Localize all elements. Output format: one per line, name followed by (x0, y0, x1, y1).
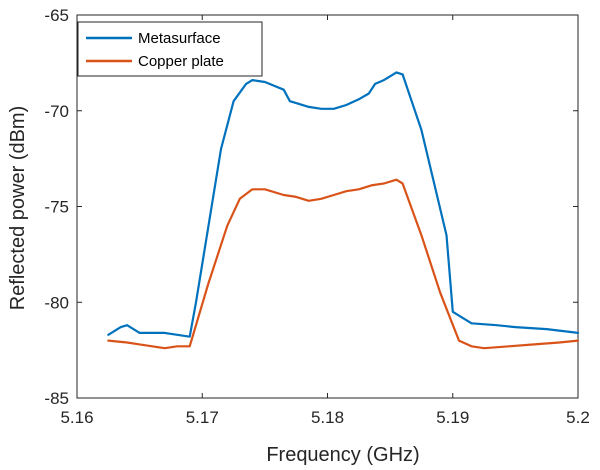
ticks-layer: 5.16 5.17 5.18 5.19 5.2 -85 -80 -75 -70 -65 (44, 6, 589, 427)
series-layer (107, 71, 580, 350)
legend-label-copper-plate: Copper plate (138, 53, 224, 70)
series-line-metasurface (107, 71, 580, 338)
legend-label-metasurface: Metasurface (138, 30, 221, 47)
x-axis-label: Frequency (GHz) (266, 444, 419, 466)
x-tick-label: 5.19 (436, 408, 469, 427)
y-axis-label: Reflected power (dBm) (7, 106, 29, 311)
x-tick-label: 5.17 (186, 408, 219, 427)
y-tick-label: -80 (44, 293, 69, 312)
y-tick-label: -85 (44, 389, 69, 408)
y-tick-label: -75 (44, 198, 69, 217)
y-tick-label: -70 (44, 102, 69, 121)
series-line-copper-plate (107, 178, 580, 350)
x-tick-label: 5.2 (566, 408, 590, 427)
y-tick-label: -65 (44, 6, 69, 25)
x-tick-label: 5.18 (311, 408, 344, 427)
legend-box (77, 21, 263, 77)
legend: Metasurface Copper plate (77, 21, 263, 77)
x-tick-label: 5.16 (60, 408, 93, 427)
